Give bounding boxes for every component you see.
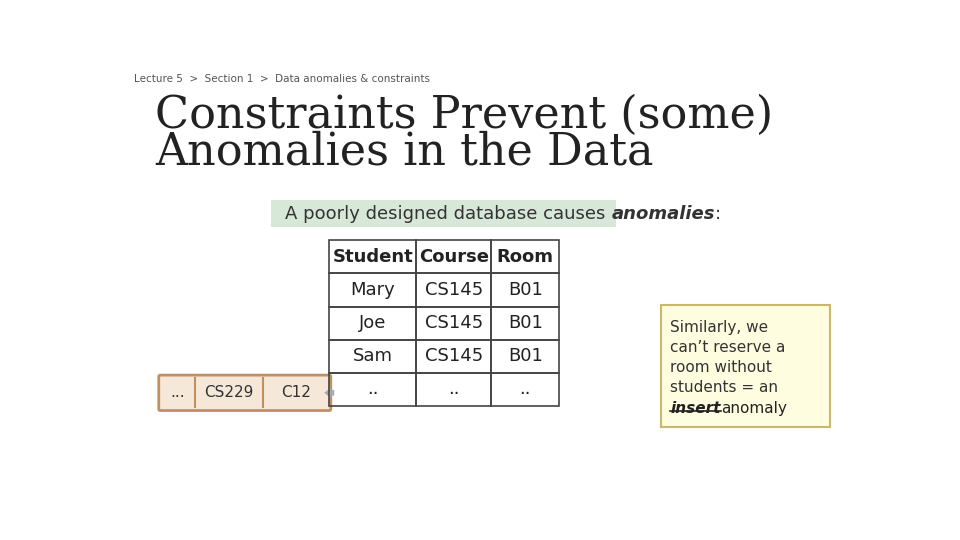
Text: B01: B01 xyxy=(508,347,542,365)
Text: anomaly: anomaly xyxy=(721,401,786,415)
Text: Lecture 5  >  Section 1  >  Data anomalies & constraints: Lecture 5 > Section 1 > Data anomalies &… xyxy=(134,74,430,84)
Text: Course: Course xyxy=(419,248,489,266)
FancyBboxPatch shape xyxy=(416,340,492,373)
Text: CS145: CS145 xyxy=(424,281,483,299)
Text: Constraints Prevent (some): Constraints Prevent (some) xyxy=(155,94,773,137)
FancyBboxPatch shape xyxy=(492,340,560,373)
Text: Student: Student xyxy=(332,248,413,266)
FancyBboxPatch shape xyxy=(329,240,416,273)
Text: B01: B01 xyxy=(508,281,542,299)
FancyBboxPatch shape xyxy=(329,373,416,406)
FancyBboxPatch shape xyxy=(416,273,492,307)
Text: CS229: CS229 xyxy=(204,386,254,400)
Text: ..: .. xyxy=(367,380,378,399)
FancyBboxPatch shape xyxy=(416,240,492,273)
FancyBboxPatch shape xyxy=(416,373,492,406)
FancyBboxPatch shape xyxy=(158,375,331,410)
FancyBboxPatch shape xyxy=(416,307,492,340)
Text: B01: B01 xyxy=(508,314,542,332)
FancyBboxPatch shape xyxy=(329,273,416,307)
Text: room without: room without xyxy=(670,361,772,375)
Text: Sam: Sam xyxy=(352,347,393,365)
Text: CS145: CS145 xyxy=(424,347,483,365)
Text: Mary: Mary xyxy=(350,281,395,299)
FancyBboxPatch shape xyxy=(492,273,560,307)
FancyBboxPatch shape xyxy=(329,307,416,340)
FancyBboxPatch shape xyxy=(329,340,416,373)
Text: ..: .. xyxy=(519,380,531,399)
Text: CS145: CS145 xyxy=(424,314,483,332)
Text: can’t reserve a: can’t reserve a xyxy=(670,340,785,355)
Text: ...: ... xyxy=(171,386,185,400)
FancyBboxPatch shape xyxy=(660,305,829,427)
Text: insert: insert xyxy=(670,401,721,415)
Text: anomalies: anomalies xyxy=(612,205,714,223)
FancyBboxPatch shape xyxy=(492,240,560,273)
Text: Anomalies in the Data: Anomalies in the Data xyxy=(155,130,654,173)
FancyBboxPatch shape xyxy=(492,373,560,406)
FancyBboxPatch shape xyxy=(271,200,616,227)
Text: A poorly designed database causes: A poorly designed database causes xyxy=(285,205,612,223)
Text: students = an: students = an xyxy=(670,381,779,395)
FancyBboxPatch shape xyxy=(492,307,560,340)
Text: ..: .. xyxy=(448,380,460,399)
Text: Similarly, we: Similarly, we xyxy=(670,320,768,335)
Text: C12: C12 xyxy=(281,386,311,400)
Text: Room: Room xyxy=(497,248,554,266)
Text: Joe: Joe xyxy=(359,314,386,332)
Text: :: : xyxy=(714,205,721,223)
